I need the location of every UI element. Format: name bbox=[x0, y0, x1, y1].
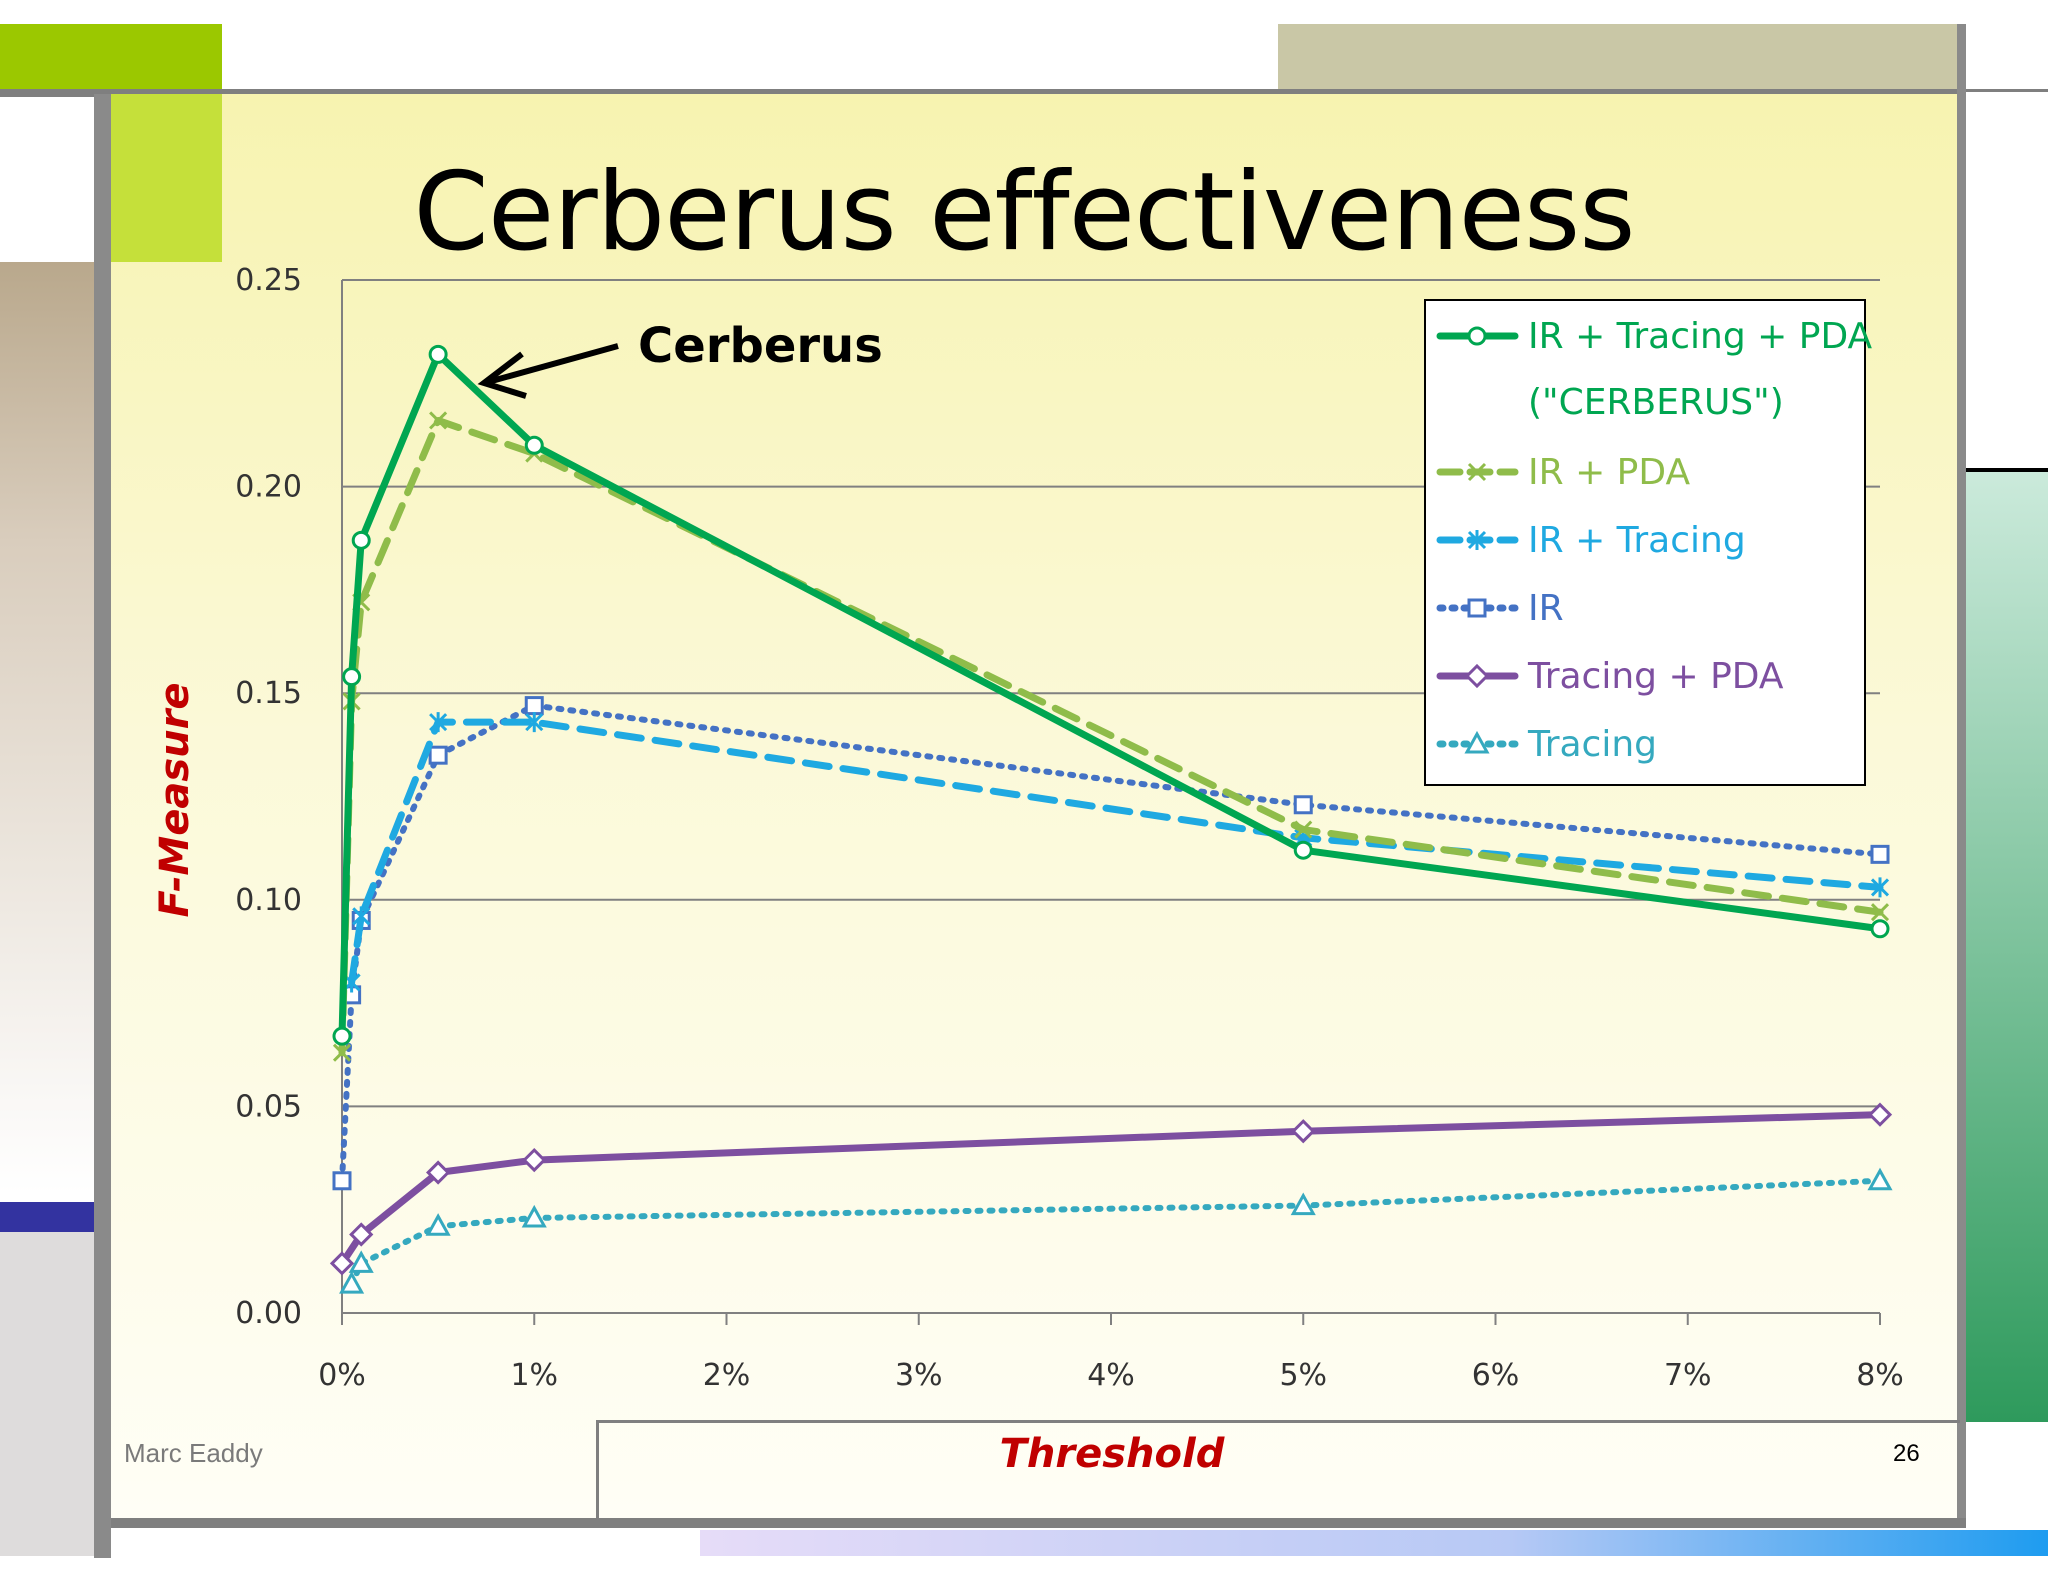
y-tick-label: 0.20 bbox=[235, 470, 302, 505]
data-point-star bbox=[525, 712, 544, 733]
bottom-gradient-bar bbox=[700, 1530, 2048, 1556]
x-tick-label: 0% bbox=[318, 1358, 366, 1393]
data-point-diamond bbox=[349, 1222, 374, 1247]
series-line bbox=[348, 718, 1884, 986]
data-point-diamond bbox=[522, 1147, 547, 1173]
legend-label: IR + PDA bbox=[1528, 452, 1690, 493]
legend-label: Tracing + PDA bbox=[1527, 656, 1784, 697]
legend-item: IR + Tracing bbox=[1436, 520, 1746, 561]
data-point-star bbox=[352, 906, 371, 927]
chart-ticks: 0.00 0.05 0.10 0.15 0.20 0.25 0% 1% 2% 3% 4% 5% 6% 7%… bbox=[235, 263, 1904, 1393]
data-point-square bbox=[524, 696, 544, 716]
navy-accent-block bbox=[0, 1202, 94, 1232]
right-green-block bbox=[1966, 468, 2048, 1422]
data-point-circle bbox=[332, 1026, 352, 1046]
legend-marker-square bbox=[1467, 598, 1487, 618]
top-divider bbox=[0, 89, 1962, 97]
data-point-circle bbox=[351, 530, 371, 550]
annotation-arrow-line bbox=[487, 343, 619, 385]
legend-marker-x bbox=[1467, 462, 1487, 482]
data-point-triangle bbox=[1290, 1192, 1316, 1216]
right-vertical-bar bbox=[1957, 24, 1966, 1522]
legend-item: IR + PDA bbox=[1436, 452, 1690, 493]
series-tracing bbox=[339, 1167, 1893, 1294]
annotation-arrowhead bbox=[477, 351, 527, 399]
left-vertical-bar bbox=[94, 94, 111, 1558]
data-point-x bbox=[1870, 903, 1890, 922]
legend-label-line2: ("CERBERUS") bbox=[1528, 382, 1784, 423]
legend-marker-star bbox=[1467, 530, 1487, 550]
data-point-circle bbox=[1293, 840, 1313, 860]
legend-label: Tracing bbox=[1527, 724, 1657, 765]
data-point-circle bbox=[342, 667, 362, 687]
data-point-x bbox=[1294, 820, 1313, 839]
data-point-square bbox=[1293, 795, 1313, 815]
data-point-triangle bbox=[339, 1270, 365, 1294]
legend-item: IR + Tracing + PDA ("CERBERUS") bbox=[1436, 316, 1873, 423]
data-point-circle bbox=[1870, 919, 1890, 939]
data-point-triangle bbox=[1867, 1167, 1893, 1191]
data-point-circle bbox=[524, 435, 544, 455]
slide-title: Cerberus effectiveness bbox=[413, 150, 1635, 275]
legend-marker-circle bbox=[1467, 326, 1487, 346]
y-tick-label: 0.15 bbox=[235, 676, 302, 711]
bottom-divider bbox=[111, 1518, 1966, 1528]
data-point-x bbox=[429, 411, 448, 430]
footer-box bbox=[596, 1420, 1960, 1521]
data-point-diamond bbox=[1291, 1119, 1316, 1144]
data-point-square bbox=[428, 745, 448, 765]
y-tick-label: 0.00 bbox=[235, 1296, 302, 1331]
data-point-star bbox=[429, 712, 448, 733]
y-tick-label: 0.05 bbox=[235, 1089, 302, 1124]
chart-legend: IR + Tracing + PDA ("CERBERUS") IR + PDA IR… bbox=[1424, 299, 1873, 786]
lime-inner-square bbox=[111, 94, 222, 262]
series-ir-tracing bbox=[342, 712, 1890, 993]
data-point-diamond bbox=[426, 1160, 451, 1185]
x-tick-label: 8% bbox=[1856, 1358, 1904, 1393]
legend-item: Tracing + PDA bbox=[1436, 656, 1784, 697]
series-ir-tracing-pda bbox=[332, 344, 1890, 1046]
legend-label: IR + Tracing + PDA bbox=[1528, 316, 1873, 357]
y-tick-label: 0.10 bbox=[235, 883, 302, 918]
x-axis-label: Threshold bbox=[1000, 1431, 1225, 1477]
x-tick-label: 2% bbox=[703, 1358, 751, 1393]
x-tick-label: 6% bbox=[1472, 1358, 1520, 1393]
legend-item: Tracing bbox=[1436, 724, 1657, 765]
footer-author: Marc Eaddy bbox=[124, 1438, 263, 1468]
data-point-triangle bbox=[425, 1213, 451, 1236]
y-axis-label: F-Measure bbox=[152, 683, 198, 918]
series-tracing-pda bbox=[329, 1102, 1893, 1276]
data-point-square bbox=[332, 1171, 352, 1191]
chart-annotation: Cerberus bbox=[477, 318, 883, 399]
x-tick-label: 7% bbox=[1664, 1358, 1712, 1393]
y-tick-label: 0.25 bbox=[235, 263, 302, 298]
data-point-square bbox=[1870, 844, 1890, 864]
legend-marker-triangle bbox=[1464, 730, 1490, 754]
data-point-diamond bbox=[1867, 1102, 1893, 1127]
data-point-triangle bbox=[521, 1204, 547, 1228]
x-tick-label: 5% bbox=[1279, 1358, 1327, 1393]
legend-label: IR bbox=[1528, 588, 1564, 629]
annotation-text: Cerberus bbox=[638, 318, 883, 374]
legend-marker-diamond bbox=[1464, 663, 1490, 689]
legend-item: IR bbox=[1436, 588, 1564, 629]
left-gradient-strip bbox=[0, 262, 94, 1194]
series-line bbox=[348, 1177, 1883, 1288]
data-point-x bbox=[332, 1043, 352, 1062]
data-point-triangle bbox=[348, 1250, 374, 1273]
left-gray-block bbox=[0, 1232, 94, 1556]
data-point-circle bbox=[428, 344, 448, 364]
x-tick-label: 3% bbox=[895, 1358, 943, 1393]
lime-corner-block bbox=[0, 24, 222, 92]
x-tick-label: 1% bbox=[510, 1358, 558, 1393]
legend-label: IR + Tracing bbox=[1528, 520, 1746, 561]
data-point-diamond bbox=[329, 1251, 355, 1276]
chart-series bbox=[329, 344, 1893, 1294]
x-tick-label: 4% bbox=[1087, 1358, 1135, 1393]
data-point-star bbox=[1870, 877, 1890, 898]
footer-page-number: 26 bbox=[1893, 1440, 1920, 1467]
right-top-divider bbox=[1962, 89, 2048, 92]
